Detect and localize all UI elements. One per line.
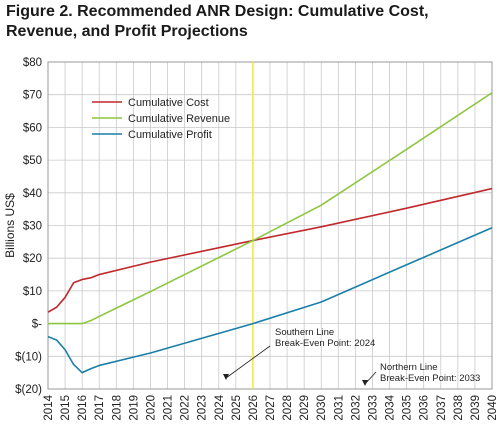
annotation-arrow-line [225, 345, 271, 379]
annotation-text: Southern Line [275, 327, 334, 338]
x-tick-label: 2018 [111, 395, 123, 421]
chart-title: Figure 2. Recommended ANR Design: Cumula… [6, 3, 429, 40]
annotation-text: Northern Line [380, 362, 438, 373]
legend-label: Cumulative Cost [128, 97, 209, 109]
y-axis-label: Billions US$ [3, 193, 17, 258]
x-tick-label: 2038 [453, 395, 465, 421]
series-line-cumulative-profit [47, 227, 493, 374]
y-tick-label: $20 [23, 253, 42, 265]
y-tick-label: $10 [23, 286, 42, 298]
y-tick-label: $(20) [15, 384, 42, 396]
y-tick-label: $70 [23, 90, 42, 102]
x-tick-label: 2037 [436, 395, 448, 421]
annotation-arrow-head [362, 380, 368, 386]
annotation-arrow-head [223, 374, 229, 380]
x-tick-label: 2030 [316, 395, 328, 421]
x-tick-label: 2020 [145, 395, 157, 421]
x-tick-label: 2040 [487, 395, 499, 421]
x-tick-label: 2035 [402, 395, 414, 421]
legend-label: Cumulative Revenue [128, 113, 230, 125]
x-tick-label: 2039 [470, 395, 482, 421]
y-tick-label: $30 [23, 221, 42, 233]
y-tick-label: $80 [23, 57, 42, 69]
x-tick-label: 2033 [367, 395, 379, 421]
x-tick-label: 2022 [180, 395, 192, 421]
x-tick-label: 2016 [77, 395, 89, 421]
x-tick-label: 2019 [128, 395, 140, 421]
x-tick-label: 2023 [197, 395, 209, 421]
x-tick-label: 2028 [282, 395, 294, 421]
y-tick-label: $(10) [15, 351, 42, 363]
annotation-text: Break-Even Point: 2033 [380, 373, 480, 384]
x-tick-label: 2015 [60, 395, 72, 421]
x-tick-label: 2031 [333, 395, 345, 421]
y-tick-label: $60 [23, 122, 42, 134]
plot-frame [47, 61, 493, 390]
y-tick-label: $- [32, 319, 42, 331]
x-tick-label: 2027 [265, 395, 277, 421]
x-tick-label: 2036 [419, 395, 431, 421]
legend-label: Cumulative Profit [128, 129, 212, 141]
annotation-text: Break-Even Point: 2024 [275, 338, 375, 349]
x-tick-label: 2029 [299, 395, 311, 421]
series-line-cumulative-revenue [48, 92, 493, 325]
x-tick-label: 2021 [163, 395, 175, 421]
series-line-cumulative-cost [47, 187, 493, 313]
x-tick-label: 2017 [94, 395, 106, 421]
y-tick-label: $40 [23, 188, 42, 200]
x-tick-label: 2024 [214, 394, 226, 420]
x-tick-label: 2014 [43, 394, 55, 420]
x-tick-label: 2025 [231, 395, 243, 421]
y-tick-label: $50 [23, 155, 42, 167]
x-tick-label: 2032 [350, 395, 362, 421]
x-tick-label: 2026 [248, 395, 260, 421]
x-tick-label: 2034 [385, 394, 397, 420]
